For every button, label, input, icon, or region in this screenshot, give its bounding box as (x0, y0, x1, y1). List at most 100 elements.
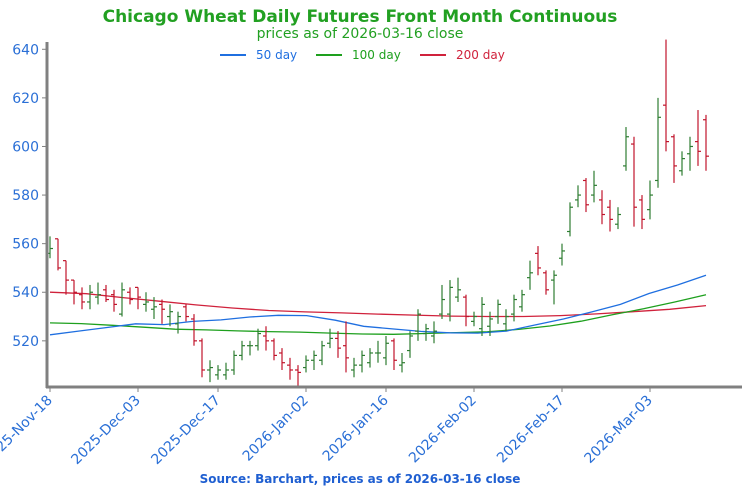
ohlc-bar (567, 202, 573, 237)
ohlc-bar (447, 280, 453, 322)
ohlc-bar (271, 338, 277, 361)
chart-title: Chicago Wheat Daily Futures Front Month … (102, 7, 618, 27)
ohlc-bar (159, 299, 165, 324)
ohlc-bar (487, 311, 493, 336)
ohlc-bar (399, 352, 405, 373)
ohlc-bar (175, 311, 181, 334)
ohlc-bar (391, 338, 397, 370)
legend: 50 day 100 day 200 day (220, 48, 505, 62)
ohlc-bar (407, 331, 413, 358)
ma200-line (49, 291, 707, 318)
ohlc-bar (671, 134, 677, 183)
ohlc-bar (199, 338, 205, 378)
ohlc-bar (343, 321, 349, 373)
ohlc-bar (439, 284, 445, 319)
ohlc-bar (151, 297, 157, 319)
ohlc-bar (231, 350, 237, 375)
ohlc-bar (623, 127, 629, 171)
ohlc-bar (287, 357, 293, 380)
ohlc-bar (535, 246, 541, 276)
ohlc-bar (327, 328, 333, 349)
y-tick-label: 560 (12, 237, 39, 253)
ohlc-bar (167, 304, 173, 327)
ohlc-bar (127, 287, 133, 305)
ohlc-bar (303, 355, 309, 373)
ohlc-bar (543, 270, 549, 295)
ohlc-bar (479, 297, 485, 336)
ohlc-bar (295, 365, 301, 387)
ma50-line (49, 274, 707, 336)
ohlc-bar (375, 340, 381, 363)
ohlc-bar (663, 39, 669, 152)
ohlc-bar (135, 286, 141, 310)
ohlc-bar (607, 199, 613, 232)
y-tick-label: 640 (12, 42, 39, 58)
x-tick-label: 2025-Nov-18 (0, 393, 56, 468)
ohlc-bar (695, 110, 701, 166)
ohlc-bar (511, 294, 517, 322)
y-tick-label: 580 (12, 188, 39, 204)
ohlc-bar (239, 340, 245, 361)
ohlc-bar (279, 348, 285, 370)
ohlc-bar (423, 323, 429, 341)
ohlc-bar (111, 289, 117, 312)
x-tick-label: 2026-Mar-03 (582, 393, 656, 467)
ohlc-bar (431, 321, 437, 344)
ohlc-bar (191, 314, 197, 346)
ohlc-bar (575, 185, 581, 208)
y-tick-label: 520 (12, 334, 39, 350)
ohlc-bar (631, 136, 637, 227)
ohlc-bar (71, 279, 77, 305)
ohlc-bar (471, 311, 477, 327)
ohlc-bar (311, 350, 317, 370)
ohlc-bar (103, 284, 109, 302)
ohlc-bar (703, 114, 709, 171)
y-tick-label: 600 (12, 139, 39, 155)
x-tick-label: 2026-Feb-02 (406, 393, 480, 467)
x-tick-label: 2025-Dec-03 (68, 393, 143, 468)
ohlc-bar (263, 326, 269, 351)
ohlc-bar (647, 180, 653, 220)
ohlc-bar (207, 360, 213, 383)
ma100-line (49, 294, 707, 335)
x-tick-label: 2026-Jan-02 (240, 393, 312, 465)
ohlc-bar (223, 362, 229, 380)
ohlc-bar (687, 136, 693, 171)
ohlc-bar (383, 335, 389, 366)
legend-label-50-day: 50 day (256, 48, 297, 62)
ohlc-bar (119, 282, 125, 317)
ohlc-bar (63, 260, 69, 295)
legend-label-200-day: 200 day (456, 48, 505, 62)
ohlc-bar (599, 190, 605, 225)
ohlc-bar (615, 207, 621, 230)
ohlc-bar (79, 287, 85, 310)
ohlc-bar (583, 178, 589, 213)
legend-label-100-day: 100 day (352, 48, 401, 62)
ohlc-bar (655, 97, 661, 188)
ohlc-bar (519, 289, 525, 312)
ohlc-bar (559, 243, 565, 266)
ohlc-bar (87, 284, 93, 310)
ohlc-bar (639, 195, 645, 230)
x-tick-label: 2025-Dec-17 (148, 393, 223, 468)
ohlc-bar (255, 328, 261, 351)
ohlc-bar (183, 304, 189, 322)
y-tick-label: 620 (12, 91, 39, 107)
chart-subtitle: prices as of 2026-03-16 close (256, 26, 464, 42)
ohlc-bar (463, 294, 469, 327)
ohlc-bar (415, 309, 421, 341)
y-tick-label: 540 (12, 285, 39, 301)
ohlc-bar (319, 340, 325, 366)
ohlc-bar (351, 357, 357, 378)
x-tick-label: 2026-Feb-17 (494, 393, 568, 467)
ohlc-bar (215, 365, 221, 380)
ohlc-bar (359, 350, 365, 373)
ohlc-bar (247, 340, 253, 356)
ohlc-bar (551, 270, 557, 305)
ohlc-bar (679, 151, 685, 176)
ohlc-bar (367, 348, 373, 368)
ohlc-bar (335, 331, 341, 358)
ohlc-bar (55, 238, 61, 271)
ohlc-bar (455, 277, 461, 302)
